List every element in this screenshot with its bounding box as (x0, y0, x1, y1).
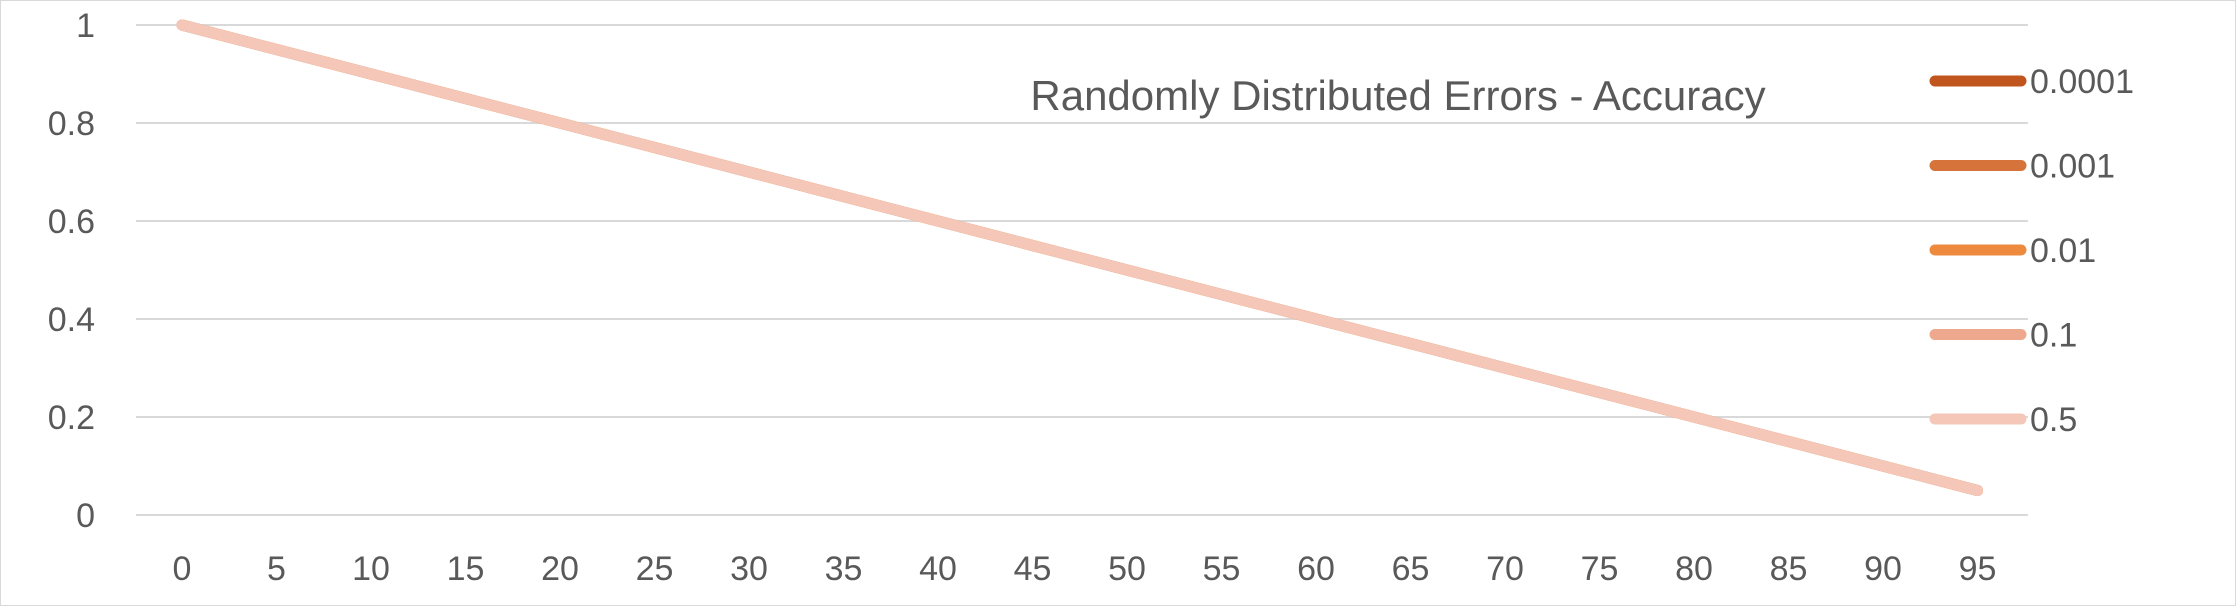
x-tick-label: 15 (447, 550, 485, 588)
legend-label: 0.1 (2030, 317, 2077, 355)
x-tick-label: 0 (173, 550, 192, 588)
x-tick-label: 20 (541, 550, 579, 588)
x-tick-label: 10 (352, 550, 390, 588)
y-tick-label: 0.4 (48, 301, 95, 339)
x-tick-label: 25 (636, 550, 674, 588)
x-tick-label: 30 (730, 550, 768, 588)
x-tick-label: 75 (1581, 550, 1619, 588)
y-axis-tick-labels: 0 0.2 0.4 0.6 0.8 1 (48, 7, 95, 535)
x-tick-label: 40 (919, 550, 957, 588)
y-tick-label: 0 (76, 497, 95, 535)
x-axis-tick-labels: 0 5 10 15 20 25 30 35 40 45 50 55 60 65 70 75 80 85 90 95 (173, 550, 1997, 588)
y-tick-label: 1 (76, 7, 95, 45)
x-tick-label: 90 (1864, 550, 1902, 588)
legend-label: 0.001 (2030, 148, 2115, 186)
x-tick-label: 35 (825, 550, 863, 588)
series-line-4 (176, 19, 1983, 496)
y-tick-label: 0.6 (48, 203, 95, 241)
legend-label: 0.0001 (2030, 63, 2134, 101)
x-tick-label: 45 (1014, 550, 1052, 588)
y-tick-label: 0.2 (48, 399, 95, 437)
chart-title: Randomly Distributed Errors - Accuracy (1030, 72, 1765, 119)
legend: 0.0001 0.001 0.01 0.1 0.5 (1929, 63, 2134, 439)
legend-label: 0.01 (2030, 232, 2096, 270)
y-tick-label: 0.8 (48, 105, 95, 143)
legend-label: 0.5 (2030, 401, 2077, 439)
x-tick-label: 50 (1108, 550, 1146, 588)
x-tick-label: 65 (1392, 550, 1430, 588)
x-tick-label: 85 (1770, 550, 1808, 588)
x-tick-label: 95 (1959, 550, 1997, 588)
x-tick-label: 80 (1675, 550, 1713, 588)
x-tick-label: 60 (1297, 550, 1335, 588)
series-lines (176, 19, 1983, 496)
x-tick-label: 55 (1203, 550, 1241, 588)
x-tick-label: 5 (267, 550, 286, 588)
x-tick-label: 70 (1486, 550, 1524, 588)
